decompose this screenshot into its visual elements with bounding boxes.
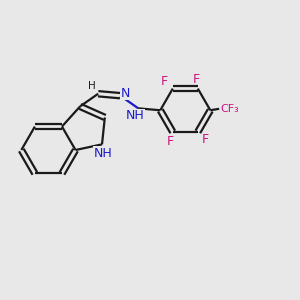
- Text: F: F: [193, 73, 200, 86]
- Text: N: N: [121, 87, 130, 100]
- Text: F: F: [166, 135, 173, 148]
- Text: H: H: [88, 81, 96, 92]
- Text: F: F: [160, 75, 167, 88]
- Text: CF₃: CF₃: [220, 104, 239, 114]
- Text: F: F: [202, 133, 209, 146]
- Text: NH: NH: [126, 109, 145, 122]
- Text: NH: NH: [94, 147, 113, 160]
